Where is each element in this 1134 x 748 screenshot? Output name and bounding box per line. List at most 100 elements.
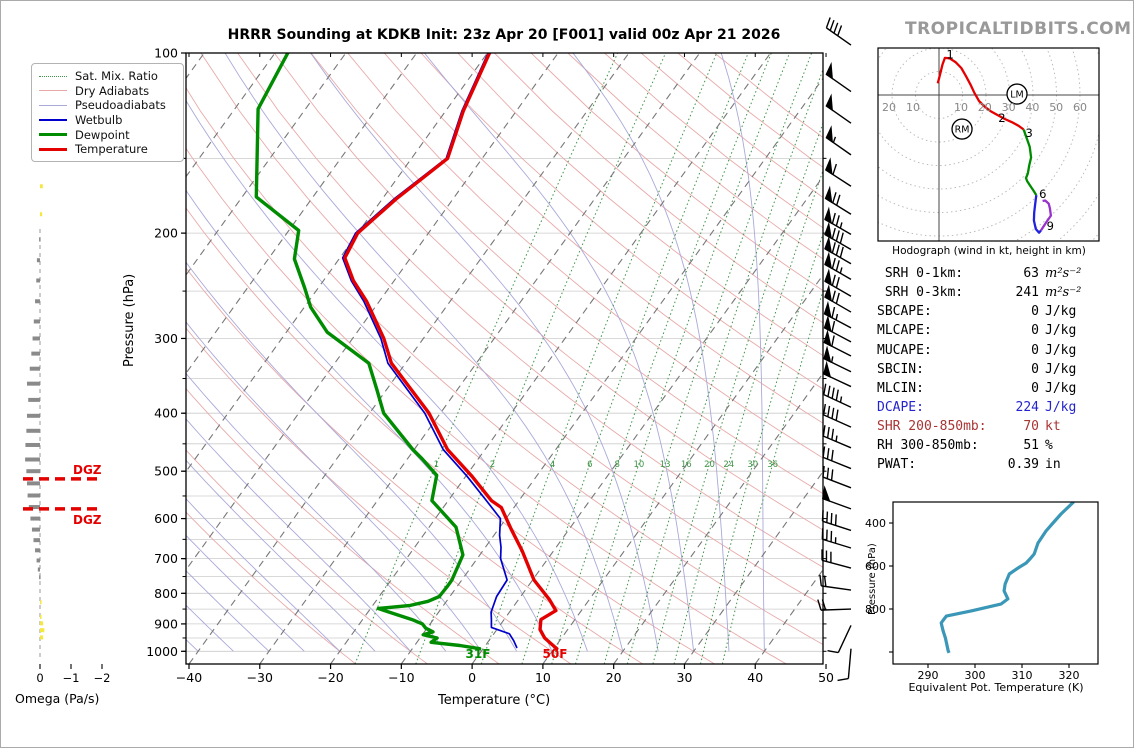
- wind-barb: [823, 300, 852, 329]
- omega-bar: [35, 548, 40, 553]
- omega-bar: [39, 237, 41, 242]
- omega-bar: [26, 469, 40, 474]
- pseudoadiabat-line: [186, 261, 518, 652]
- wind-barb: [824, 284, 852, 313]
- mixing-ratio-value-label: 20: [704, 460, 715, 470]
- omega-bar: [40, 635, 44, 640]
- stat-value: 0: [1031, 304, 1039, 320]
- omega-bar: [25, 442, 40, 447]
- stat-unit: m²s⁻²: [1045, 285, 1082, 301]
- legend-item-sat-mix-ratio: Sat. Mix. Ratio: [39, 69, 176, 84]
- dry-adiabat-line: [186, 327, 572, 664]
- mixing-ratio-line: [354, 53, 619, 664]
- omega-bar: [28, 505, 40, 510]
- legend-item-pseudoadiabats: Pseudoadiabats: [39, 98, 176, 113]
- isotherm-line: [186, 53, 347, 276]
- hodograph-frame: [877, 47, 1100, 242]
- stat-unit: J/kg: [1045, 380, 1077, 396]
- mixing-ratio-value-label: 4: [550, 460, 555, 470]
- temp-tick-label: −20: [317, 670, 343, 685]
- stat-value: 0: [1031, 323, 1039, 339]
- thetae-p-tick-label: 600: [865, 560, 886, 573]
- mixing-ratio-value-label: 6: [587, 460, 592, 470]
- temperature-line-icon: [39, 147, 67, 151]
- wind-barb: [824, 251, 852, 281]
- hodograph-ring-label: 10: [954, 101, 968, 114]
- stat-value: 0: [1031, 361, 1039, 377]
- omega-bar: [36, 558, 40, 563]
- mixing-ratio-line: [521, 53, 749, 664]
- omega-bar: [32, 336, 40, 341]
- hodograph-plot-area: 1 2 3 6 9 LM RM: [878, 48, 1099, 241]
- temp-tick-label: 40: [747, 670, 763, 685]
- stat-label: SRH 0-1km:: [877, 266, 964, 281]
- pressure-tick-label: 200: [154, 226, 178, 241]
- thetae-x-tick-label: 300: [965, 669, 986, 682]
- isotherm-line: [400, 77, 823, 664]
- stat-unit: kt: [1045, 419, 1061, 435]
- thetae-p-tick-label: 800: [865, 603, 886, 616]
- hodograph-trace-6-9km: [1032, 194, 1042, 234]
- stat-row-shr-200-850mb-: SHR 200-850mb: 70 kt: [877, 419, 1129, 438]
- isotherm-line: [186, 53, 559, 571]
- storm-motion-marker: [951, 118, 973, 140]
- wind-barb: [822, 360, 852, 388]
- legend: Sat. Mix. Ratio Dry Adiabats Pseudoadiab…: [31, 63, 184, 162]
- temp-tick-label: −30: [247, 670, 273, 685]
- stat-value: 0.39: [1007, 457, 1039, 473]
- hodograph-caption: Hodograph (wind in kt, height in km): [892, 245, 1086, 257]
- wind-barb: [819, 574, 852, 591]
- legend-label: Dry Adiabats: [75, 83, 150, 98]
- stat-row-srh-0-1km-: SRH 0-1km: 63 m²s⁻²: [877, 266, 1129, 285]
- hodograph-trace-3-6km: [1022, 129, 1038, 196]
- isotherm-line: [471, 175, 823, 664]
- isotherm-line: [188, 53, 630, 664]
- dewpoint-line-icon: [39, 133, 67, 137]
- pseudoadiabat-line: [186, 534, 305, 652]
- storm-motion-label-RM: RM: [955, 125, 970, 136]
- hodograph-ring-label: 40: [1025, 101, 1039, 114]
- omega-bar: [29, 366, 40, 371]
- dry-adiabat-line: [273, 53, 823, 531]
- pseudoadiabat-line: [186, 189, 553, 652]
- stat-row-rh-300-850mb-: RH 300-850mb: 51%: [877, 438, 1129, 457]
- stat-value: 0: [1031, 342, 1039, 358]
- omega-bar: [40, 600, 42, 605]
- stat-label: DCAPE:: [877, 399, 924, 415]
- wind-barb: [822, 446, 852, 470]
- hodograph-ring-label: 60: [1073, 101, 1087, 114]
- mixing-ratio-value-label: 24: [723, 460, 734, 470]
- stat-label: SRH 0-3km:: [877, 285, 964, 301]
- stat-label: RH 300-850mb:: [877, 438, 979, 454]
- pseudoadiabat-line: [720, 53, 765, 652]
- stat-label: PWAT:: [877, 457, 917, 473]
- mixing-ratio-value-label: 30: [747, 460, 758, 470]
- pseudoadiabat-line: [186, 570, 270, 652]
- omega-bar: [37, 567, 40, 572]
- dgz-lower-label: DGZ: [73, 513, 102, 527]
- isotherm-line: [186, 53, 418, 375]
- omega-bar: [31, 351, 40, 356]
- stat-row-mucape-: MUCAPE: 0 J/kg: [877, 343, 1129, 362]
- dry-adiabat-line: [186, 267, 644, 664]
- hodograph-height-label: 6: [1039, 187, 1046, 201]
- isotherm-line: [613, 372, 823, 664]
- thetae-x-tick-label: 290: [918, 669, 939, 682]
- omega-bar: [40, 614, 42, 619]
- wind-barb: [824, 185, 852, 215]
- stat-label: MLCIN:: [877, 380, 924, 396]
- stat-unit: m²s⁻²: [1045, 266, 1082, 281]
- stat-row-sbcape-: SBCAPE: 0 J/kg: [877, 304, 1129, 323]
- legend-item-dry-adiabats: Dry Adiabats: [39, 84, 176, 99]
- wind-barb: [825, 125, 852, 156]
- omega-bar: [35, 299, 40, 304]
- dry-adiabat-line: [186, 511, 356, 664]
- mixing-ratio-line: [575, 53, 791, 664]
- dry-adiabat-line: [347, 53, 823, 459]
- hodograph-ring-label: 50: [1049, 101, 1063, 114]
- stat-label: SHR 200-850mb:: [877, 419, 987, 435]
- stat-label: SBCAPE:: [877, 304, 932, 320]
- sat-mix-ratio-line-icon: [39, 75, 67, 77]
